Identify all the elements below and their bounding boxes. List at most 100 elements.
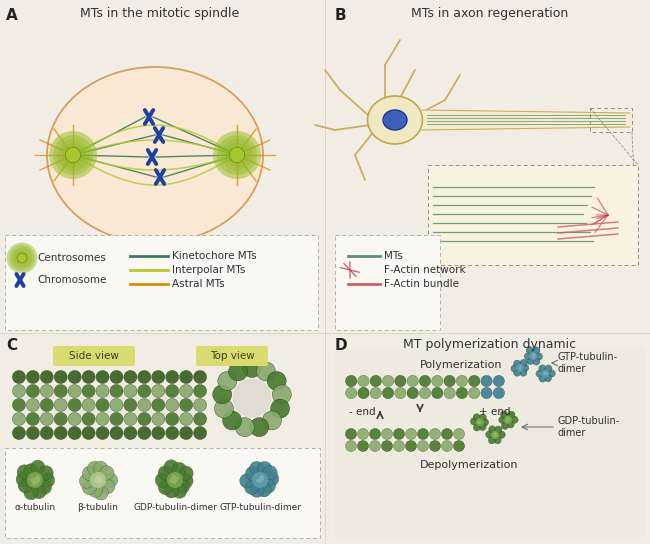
Circle shape [514,360,521,367]
Circle shape [40,385,53,398]
Circle shape [444,375,455,387]
Circle shape [514,369,521,376]
Circle shape [27,412,40,425]
Circle shape [96,398,109,412]
Circle shape [456,387,467,399]
Circle shape [172,484,187,498]
Circle shape [246,466,260,481]
Circle shape [17,253,27,263]
Circle shape [476,418,484,426]
Circle shape [151,385,165,398]
Circle shape [110,412,123,425]
Text: Centrosomes: Centrosomes [37,253,106,263]
Circle shape [88,483,103,497]
Circle shape [511,416,518,423]
Circle shape [172,462,187,477]
Text: MTs in the mitotic spindle: MTs in the mitotic spindle [81,7,240,20]
Circle shape [53,135,93,175]
Circle shape [83,480,97,494]
Circle shape [469,375,480,387]
Circle shape [90,472,106,488]
Circle shape [164,460,178,474]
Text: F-Actin network: F-Actin network [384,265,465,275]
Circle shape [369,429,380,440]
Circle shape [508,411,515,418]
Circle shape [479,414,486,421]
Text: GDP-tubulin-
dimer: GDP-tubulin- dimer [558,416,620,438]
Circle shape [57,139,89,171]
Circle shape [225,143,249,167]
Circle shape [179,412,192,425]
Circle shape [110,426,123,440]
Circle shape [382,387,394,399]
Text: GDP-tubulin-dimer: GDP-tubulin-dimer [133,503,217,512]
Circle shape [68,385,81,398]
Circle shape [68,426,81,440]
Circle shape [499,416,506,424]
Circle shape [233,151,241,159]
Circle shape [167,472,183,488]
Circle shape [65,147,81,163]
Circle shape [158,466,173,480]
Circle shape [267,372,286,391]
Circle shape [544,375,552,382]
Circle shape [395,387,406,399]
Circle shape [213,385,231,404]
Ellipse shape [383,110,407,130]
Circle shape [242,358,261,378]
Text: D: D [335,338,348,353]
Circle shape [493,387,504,399]
Circle shape [12,385,25,398]
Circle shape [407,387,419,399]
Circle shape [501,422,508,429]
Circle shape [471,418,478,425]
Circle shape [49,131,97,179]
Circle shape [54,370,68,384]
Circle shape [221,139,253,171]
Circle shape [110,385,123,398]
Circle shape [240,474,254,488]
Circle shape [155,473,170,487]
Text: GTP-tubulin-
dimer: GTP-tubulin- dimer [558,352,618,374]
Circle shape [261,479,276,493]
Circle shape [432,387,443,399]
Circle shape [176,479,190,493]
Circle shape [54,412,68,425]
Circle shape [419,375,431,387]
Circle shape [17,465,32,479]
Circle shape [110,398,123,412]
Circle shape [179,426,192,440]
Circle shape [250,418,268,437]
Circle shape [124,426,137,440]
Circle shape [520,369,527,376]
Text: Astral MTs: Astral MTs [172,279,225,289]
Circle shape [369,441,380,452]
Circle shape [430,441,441,452]
Circle shape [533,358,540,365]
Circle shape [498,431,505,438]
Circle shape [96,412,109,425]
Circle shape [24,463,38,478]
Circle shape [358,441,369,452]
Circle shape [18,479,32,493]
Circle shape [493,375,504,387]
Circle shape [96,385,109,398]
Circle shape [99,466,114,480]
Circle shape [179,466,193,480]
Circle shape [27,385,40,398]
Circle shape [103,473,118,487]
Circle shape [511,365,518,372]
Circle shape [166,426,179,440]
Circle shape [222,411,242,430]
Circle shape [12,248,32,268]
Text: B: B [335,8,346,23]
Circle shape [488,437,495,444]
Circle shape [20,256,25,261]
Circle shape [94,486,109,500]
Circle shape [54,385,68,398]
Circle shape [229,147,245,163]
Circle shape [441,441,452,452]
Circle shape [37,480,51,494]
Circle shape [250,483,264,497]
Circle shape [358,387,369,399]
